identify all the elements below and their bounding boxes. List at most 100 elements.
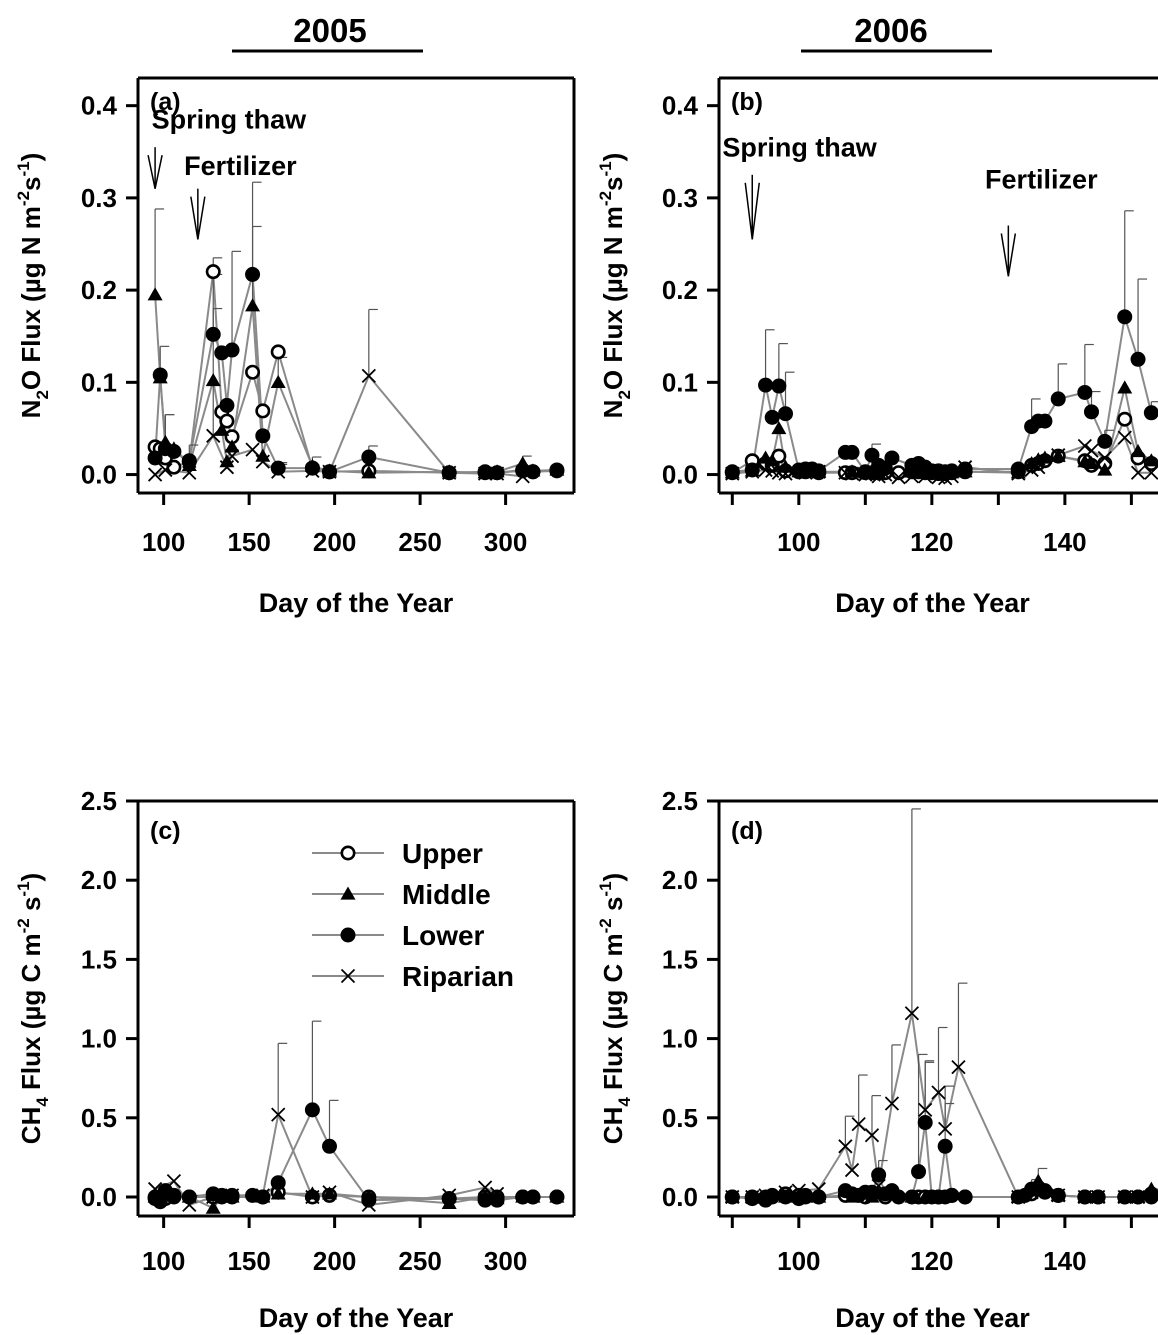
point-lower xyxy=(904,1189,920,1205)
y-tick-label: 0.3 xyxy=(662,183,698,213)
point-riparian xyxy=(844,466,860,481)
y-tick-label: 0.5 xyxy=(662,1103,698,1133)
point-lower xyxy=(811,1189,827,1205)
y-tick-label: 0.0 xyxy=(81,1182,117,1212)
point-riparian xyxy=(878,467,893,482)
point-upper xyxy=(270,344,286,360)
legend-marker-lower xyxy=(340,927,356,943)
point-lower xyxy=(1037,1183,1053,1199)
point-lower xyxy=(957,1189,973,1205)
point-lower xyxy=(778,1189,794,1205)
point-riparian xyxy=(884,1096,900,1111)
y-label-part: 2 xyxy=(33,390,52,399)
x-tick-label: 140 xyxy=(1043,1246,1086,1276)
point-riparian xyxy=(844,1162,860,1178)
point-riparian xyxy=(931,1085,946,1100)
y-label-part: s xyxy=(16,176,46,190)
point-riparian xyxy=(442,465,457,480)
point-riparian xyxy=(224,1188,240,1203)
x-tick-label: 200 xyxy=(313,527,356,557)
point-lower xyxy=(181,1189,197,1205)
point-riparian xyxy=(778,1185,793,1200)
legend-marker-riparian xyxy=(340,968,356,984)
x-tick-label: 150 xyxy=(227,1246,270,1276)
point-lower xyxy=(1083,404,1099,420)
annotation-arrow-head xyxy=(190,196,206,240)
point-lower xyxy=(957,461,973,477)
point-lower xyxy=(255,1189,271,1205)
point-riparian xyxy=(305,1189,320,1205)
point-riparian xyxy=(811,464,826,479)
panel-c: 0.0 0.5 1.0 1.5 2.0 2.5 100 150 200 250 300 Day of … xyxy=(14,786,576,1333)
point-middle xyxy=(304,1186,320,1200)
plot-area xyxy=(147,181,565,484)
y-label-part: CH xyxy=(598,1107,628,1145)
point-lower xyxy=(844,444,860,460)
point-upper xyxy=(245,364,261,380)
point-riparian xyxy=(778,466,793,481)
point-riparian xyxy=(477,1180,493,1195)
point-lower xyxy=(917,1115,933,1131)
y-tick-label: 1.5 xyxy=(81,944,117,974)
series-line-riparian xyxy=(732,1013,1138,1199)
point-upper xyxy=(205,264,221,280)
point-riparian xyxy=(1031,460,1046,475)
point-riparian xyxy=(838,1139,853,1154)
point-riparian xyxy=(745,464,760,479)
point-riparian xyxy=(904,1006,920,1021)
point-riparian xyxy=(918,469,933,484)
y-label-part: ) xyxy=(16,873,46,882)
point-lower xyxy=(778,406,794,422)
y-label-part: O Flux (µg N m xyxy=(598,206,628,390)
y-tick-label: 0.2 xyxy=(662,275,698,305)
annotation-label: Fertilizer xyxy=(985,165,1098,195)
point-lower xyxy=(304,1102,320,1118)
series-line-lower xyxy=(732,1122,1152,1202)
y-tick-label: 2.0 xyxy=(662,865,698,895)
point-lower xyxy=(911,1164,927,1180)
point-lower xyxy=(304,460,320,476)
point-riparian xyxy=(864,1128,880,1143)
x-axis-label: Day of the Year xyxy=(835,1303,1030,1333)
point-upper xyxy=(219,413,235,429)
point-riparian xyxy=(322,1185,337,1200)
point-middle xyxy=(205,372,221,387)
x-tick-label: 100 xyxy=(142,1246,185,1276)
y-tick-label: 2.5 xyxy=(81,786,117,816)
point-lower xyxy=(147,450,163,466)
point-lower xyxy=(321,1138,337,1154)
point-lower xyxy=(1097,433,1113,449)
y-label-part: s xyxy=(16,897,46,919)
y-axis-label: N2O Flux (µg N m-2s-1) xyxy=(596,153,634,419)
panel-label: (b) xyxy=(731,88,763,116)
point-middle xyxy=(771,420,787,435)
point-riparian xyxy=(489,1186,505,1201)
x-axis-label: Day of the Year xyxy=(259,588,454,618)
point-riparian xyxy=(322,464,337,479)
y-label-part: -2 xyxy=(14,918,33,933)
point-lower xyxy=(764,409,780,425)
point-riparian xyxy=(1031,1183,1046,1198)
point-lower xyxy=(1050,391,1066,407)
point-middle xyxy=(270,1186,286,1200)
point-lower xyxy=(525,1189,541,1205)
point-lower xyxy=(477,1192,493,1208)
panel-b: 0.0 0.1 0.2 0.3 0.4 100 120 140 Day of the Year N… xyxy=(596,76,1158,618)
x-tick-label: 250 xyxy=(398,1246,441,1276)
y-label-part: 4 xyxy=(615,1097,634,1107)
x-tick-label: 120 xyxy=(910,1246,953,1276)
point-riparian xyxy=(1130,1189,1146,1205)
point-lower xyxy=(744,1191,760,1207)
panel-a: 0.0 0.1 0.2 0.3 0.4 100 150 200 250 300 Day of the… xyxy=(14,76,576,618)
annotation-label: Spring thaw xyxy=(722,132,877,162)
plot-area xyxy=(147,1020,565,1214)
point-riparian xyxy=(1144,465,1158,480)
point-riparian xyxy=(245,442,260,457)
point-lower xyxy=(205,326,221,342)
point-middle xyxy=(147,287,163,301)
point-riparian xyxy=(918,1102,933,1118)
point-lower xyxy=(1037,413,1053,429)
point-upper xyxy=(255,403,271,419)
y-label-part: Flux (µg C m xyxy=(598,933,628,1097)
point-lower xyxy=(1143,1189,1158,1205)
